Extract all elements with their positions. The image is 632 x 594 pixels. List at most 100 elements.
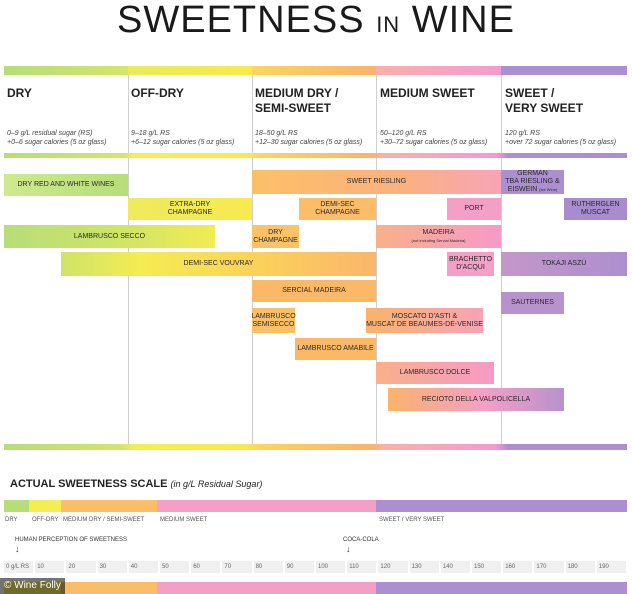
- wine-line: CHAMPAGNE: [167, 209, 213, 216]
- category-offdry-rs: 9–18 g/L RS +6–12 sugar calories (5 oz g…: [131, 129, 234, 147]
- wine-lambrusco-amabile: LAMBRUSCO AMABILE: [295, 338, 376, 360]
- wine-lambrusco-dolce: LAMBRUSCO DOLCE: [376, 362, 494, 384]
- rs-line1: 0–9 g/L residual sugar (RS): [7, 130, 93, 137]
- category-medsweet-rs: 50–120 g/L RS +30–72 sugar calories (5 o…: [380, 129, 487, 147]
- category-meddry-name: MEDIUM DRY /: [255, 86, 339, 100]
- category-medsweet-heading: MEDIUM SWEET: [380, 86, 475, 101]
- scale-tick: 70: [222, 561, 252, 573]
- wine-extra-dry-champagne: EXTRA-DRY CHAMPAGNE: [128, 198, 252, 220]
- top-band-offdry: [128, 66, 252, 75]
- wine-rutherglen-muscat: RUTHERGLEN MUSCAT: [564, 198, 627, 220]
- coca-cola-label: COCA-COLA: [343, 537, 379, 543]
- scale-tick: 100: [316, 561, 346, 573]
- wine-line: TBA RIESLING &: [505, 178, 560, 185]
- wine-line: DRY: [268, 228, 283, 236]
- mid-band: [4, 153, 627, 158]
- category-meddry-name2: SEMI-SWEET: [255, 101, 332, 115]
- scale-band-sweet: [376, 500, 627, 512]
- rs-line2: +over 72 sugar calories (5 oz glass): [505, 139, 617, 146]
- human-perception-arrow-icon: ↓: [15, 544, 20, 554]
- scale-band-meddry: [61, 500, 157, 512]
- rs-line2: +12–30 sugar calories (5 oz glass): [255, 139, 363, 146]
- wine-port: PORT: [447, 198, 501, 220]
- scale-tick: 190: [596, 561, 626, 573]
- wine-line: CHAMPAGNE: [253, 236, 298, 244]
- wine-note: (not including Sercial Madeira): [411, 237, 466, 243]
- scale-band-medsweet: [157, 500, 376, 512]
- scale-tick: 40: [128, 561, 158, 573]
- wine-tokaji: TOKAJI ASZÚ: [501, 252, 627, 276]
- wine-line: BRACHETTO: [448, 256, 493, 263]
- wine-sweet-riesling: SWEET RIESLING: [252, 170, 501, 194]
- wine-german-tba: GERMAN TBA RIESLING & EISWEIN (ice Wine): [501, 170, 564, 194]
- scale-tick: 0 g/L RS: [4, 561, 34, 573]
- category-sweet-name2: VERY SWEET: [505, 101, 584, 115]
- wine-brachetto: BRACHETTO D'ACQUI: [447, 252, 494, 276]
- rs-line1: 50–120 g/L RS: [380, 130, 427, 137]
- scale-tick: 130: [409, 561, 439, 573]
- divider-3: [376, 75, 377, 450]
- rs-line1: 9–18 g/L RS: [131, 130, 170, 137]
- scale-band-offdry: [29, 500, 61, 512]
- category-dry-rs: 0–9 g/L residual sugar (RS) +0–6 sugar c…: [7, 129, 106, 147]
- wine-note: (ice Wine): [539, 187, 558, 192]
- wine-dry-champagne: DRY CHAMPAGNE: [252, 225, 299, 248]
- human-perception-label: HUMAN PERCEPTION OF SWEETNESS: [15, 537, 128, 543]
- wine-line: MOSCATO D'ASTI &: [391, 312, 458, 320]
- category-medsweet-name: MEDIUM SWEET: [380, 86, 475, 100]
- category-sweet-name: SWEET /: [505, 86, 555, 100]
- top-band-sweet: [501, 66, 627, 75]
- scale-band-dry: [4, 500, 29, 512]
- wine-line: MADEIRA: [422, 228, 455, 236]
- scale-tick: 10: [35, 561, 65, 573]
- scale-tick: 150: [472, 561, 502, 573]
- wine-line: GERMAN: [517, 170, 548, 177]
- wine-line: EXTRA-DRY: [169, 201, 211, 208]
- scale-subtitle: (in g/L Residual Sugar): [170, 479, 263, 489]
- category-offdry-heading: OFF-DRY: [131, 86, 184, 101]
- bottom-strip-offdry: [61, 582, 157, 594]
- wine-line: SEMISECCO: [252, 320, 295, 328]
- top-band-meddry: [252, 66, 376, 75]
- rs-line2: +0–6 sugar calories (5 oz glass): [7, 139, 107, 146]
- category-sweet-heading: SWEET / VERY SWEET: [505, 86, 583, 116]
- scale-tick: 20: [66, 561, 96, 573]
- rs-line1: 18–50 g/L RS: [255, 130, 298, 137]
- wine-sercial-madeira: SERCIAL MADEIRA: [252, 280, 376, 302]
- wine-lambrusco-secco: LAMBRUSCO SECCO: [4, 225, 215, 248]
- scale-label-meddry: MEDIUM DRY / SEMI-SWEET: [63, 517, 145, 523]
- scale-tick: 110: [347, 561, 377, 573]
- scale-label-medsweet: MEDIUM SWEET: [160, 517, 208, 523]
- wine-line: LAMBRUSCO: [251, 312, 296, 320]
- category-dry-heading: DRY: [7, 86, 32, 101]
- top-band-dry: [4, 66, 128, 75]
- category-dry-name: DRY: [7, 86, 32, 100]
- scale-tick: 80: [253, 561, 283, 573]
- title-word-sweetness: SWEETNESS: [117, 0, 365, 41]
- bottom-strip-sweet: [376, 582, 627, 594]
- scale-tick: 30: [97, 561, 127, 573]
- wine-dry-red-white: DRY RED AND WHITE WINES: [4, 174, 128, 196]
- wine-madeira: MADEIRA (not including Sercial Madeira): [376, 225, 501, 248]
- title-word-wine: WINE: [411, 0, 515, 41]
- footer-credit: © Wine Folly: [0, 578, 65, 594]
- wine-line-text: EISWEIN: [507, 186, 538, 193]
- wine-line: CHAMPAGNE: [315, 209, 360, 216]
- title-word-in: IN: [376, 12, 401, 37]
- scale-tick: 140: [440, 561, 470, 573]
- wine-line: MUSCAT: [580, 209, 611, 216]
- scale-label-dry: DRY: [5, 517, 18, 523]
- category-sweet-rs: 120 g/L RS +over 72 sugar calories (5 oz…: [505, 129, 616, 147]
- wine-recioto: RECIOTO DELLA VALPOLICELLA: [388, 388, 564, 411]
- scale-label-offdry: OFF-DRY: [32, 517, 59, 523]
- category-meddry-rs: 18–50 g/L RS +12–30 sugar calories (5 oz…: [255, 129, 362, 147]
- category-offdry-name: OFF-DRY: [131, 86, 184, 100]
- wine-sauternes: SAUTERNES: [501, 292, 564, 314]
- bottom-strip-medsweet: [157, 582, 376, 594]
- scale-tick: 170: [534, 561, 564, 573]
- rs-line2: +6–12 sugar calories (5 oz glass): [131, 139, 235, 146]
- wine-lambrusco-semisecco: LAMBRUSCO SEMISECCO: [251, 308, 296, 333]
- wine-line: RUTHERGLEN: [571, 201, 620, 208]
- wine-demi-sec-champagne: DEMI-SEC CHAMPAGNE: [299, 198, 376, 220]
- wine-line: EISWEIN (ice Wine): [508, 186, 558, 194]
